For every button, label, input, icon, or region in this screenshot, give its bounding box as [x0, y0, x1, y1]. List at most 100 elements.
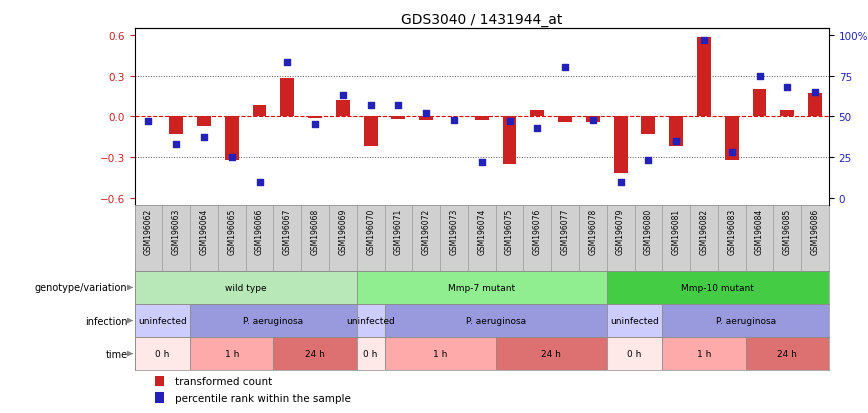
Text: GSM196064: GSM196064: [200, 209, 208, 255]
Text: 24 h: 24 h: [542, 349, 561, 358]
Point: [780, 84, 794, 91]
Text: P. aeruginosa: P. aeruginosa: [243, 316, 304, 325]
Point: [808, 89, 822, 96]
Point: [308, 122, 322, 128]
Text: 1 h: 1 h: [225, 349, 239, 358]
Point: [225, 154, 239, 161]
Bar: [273, 337, 357, 370]
Bar: [357, 337, 385, 370]
Bar: [190, 337, 273, 370]
Bar: [607, 271, 829, 304]
Bar: [336, 101, 350, 117]
Text: genotype/variation: genotype/variation: [35, 283, 128, 293]
Point: [697, 37, 711, 44]
Point: [475, 159, 489, 166]
Point: [197, 135, 211, 142]
Bar: [169, 117, 183, 135]
Text: P. aeruginosa: P. aeruginosa: [715, 316, 776, 325]
Text: time: time: [106, 349, 128, 359]
Bar: [607, 304, 662, 337]
Bar: [419, 117, 433, 121]
Text: infection: infection: [85, 316, 128, 326]
Text: P. aeruginosa: P. aeruginosa: [465, 316, 526, 325]
Bar: [357, 271, 607, 304]
Bar: [364, 117, 378, 147]
Text: GSM196077: GSM196077: [561, 209, 569, 255]
Text: GSM196085: GSM196085: [783, 209, 792, 254]
Text: GSM196066: GSM196066: [255, 209, 264, 255]
Point: [614, 179, 628, 185]
Text: 0 h: 0 h: [364, 349, 378, 358]
Bar: [155, 376, 164, 387]
Text: GSM196069: GSM196069: [339, 209, 347, 255]
Title: GDS3040 / 1431944_at: GDS3040 / 1431944_at: [401, 12, 562, 26]
Bar: [357, 304, 385, 337]
Text: GSM196074: GSM196074: [477, 209, 486, 255]
Text: uninfected: uninfected: [138, 316, 187, 325]
Bar: [780, 110, 794, 117]
Point: [503, 119, 516, 125]
Point: [447, 117, 461, 123]
Text: Mmp-7 mutant: Mmp-7 mutant: [448, 283, 516, 292]
Text: GSM196071: GSM196071: [394, 209, 403, 254]
Bar: [607, 337, 662, 370]
Bar: [808, 94, 822, 117]
Text: GSM196070: GSM196070: [366, 209, 375, 255]
Bar: [697, 38, 711, 117]
Bar: [197, 117, 211, 126]
Bar: [308, 117, 322, 119]
Point: [141, 119, 155, 125]
Text: percentile rank within the sample: percentile rank within the sample: [174, 393, 351, 403]
Bar: [641, 117, 655, 135]
Point: [753, 73, 766, 80]
Text: GSM196084: GSM196084: [755, 209, 764, 254]
Bar: [586, 117, 600, 122]
Bar: [385, 337, 496, 370]
Point: [419, 110, 433, 117]
Text: Mmp-10 mutant: Mmp-10 mutant: [681, 283, 754, 292]
Point: [253, 179, 266, 185]
Text: GSM196086: GSM196086: [811, 209, 819, 254]
Text: GSM196065: GSM196065: [227, 209, 236, 255]
Text: uninfected: uninfected: [610, 316, 659, 325]
Text: GSM196079: GSM196079: [616, 209, 625, 255]
Bar: [669, 117, 683, 147]
Point: [169, 141, 183, 148]
Text: GSM196078: GSM196078: [589, 209, 597, 254]
Bar: [135, 271, 357, 304]
Point: [364, 102, 378, 109]
Point: [558, 65, 572, 71]
Point: [530, 125, 544, 132]
Bar: [746, 337, 829, 370]
Bar: [225, 117, 239, 160]
Text: GSM196082: GSM196082: [700, 209, 708, 254]
Text: GSM196063: GSM196063: [172, 209, 181, 255]
Bar: [280, 79, 294, 117]
Point: [725, 150, 739, 156]
Point: [280, 60, 294, 66]
Text: uninfected: uninfected: [346, 316, 395, 325]
Bar: [253, 106, 266, 117]
Bar: [662, 304, 829, 337]
Point: [641, 158, 655, 164]
Bar: [530, 110, 544, 117]
Text: GSM196080: GSM196080: [644, 209, 653, 254]
Text: 1 h: 1 h: [433, 349, 447, 358]
Text: transformed count: transformed count: [174, 376, 272, 386]
Text: 0 h: 0 h: [155, 349, 169, 358]
Bar: [614, 117, 628, 174]
Text: GSM196076: GSM196076: [533, 209, 542, 255]
Text: GSM196081: GSM196081: [672, 209, 681, 254]
Text: GSM196072: GSM196072: [422, 209, 431, 254]
Bar: [135, 304, 190, 337]
Bar: [503, 117, 516, 164]
Text: GSM196073: GSM196073: [450, 209, 458, 255]
Point: [669, 138, 683, 145]
Bar: [391, 117, 405, 120]
Point: [336, 93, 350, 99]
Bar: [190, 304, 357, 337]
Bar: [496, 337, 607, 370]
Text: GSM196062: GSM196062: [144, 209, 153, 254]
Point: [391, 102, 405, 109]
Bar: [558, 117, 572, 122]
